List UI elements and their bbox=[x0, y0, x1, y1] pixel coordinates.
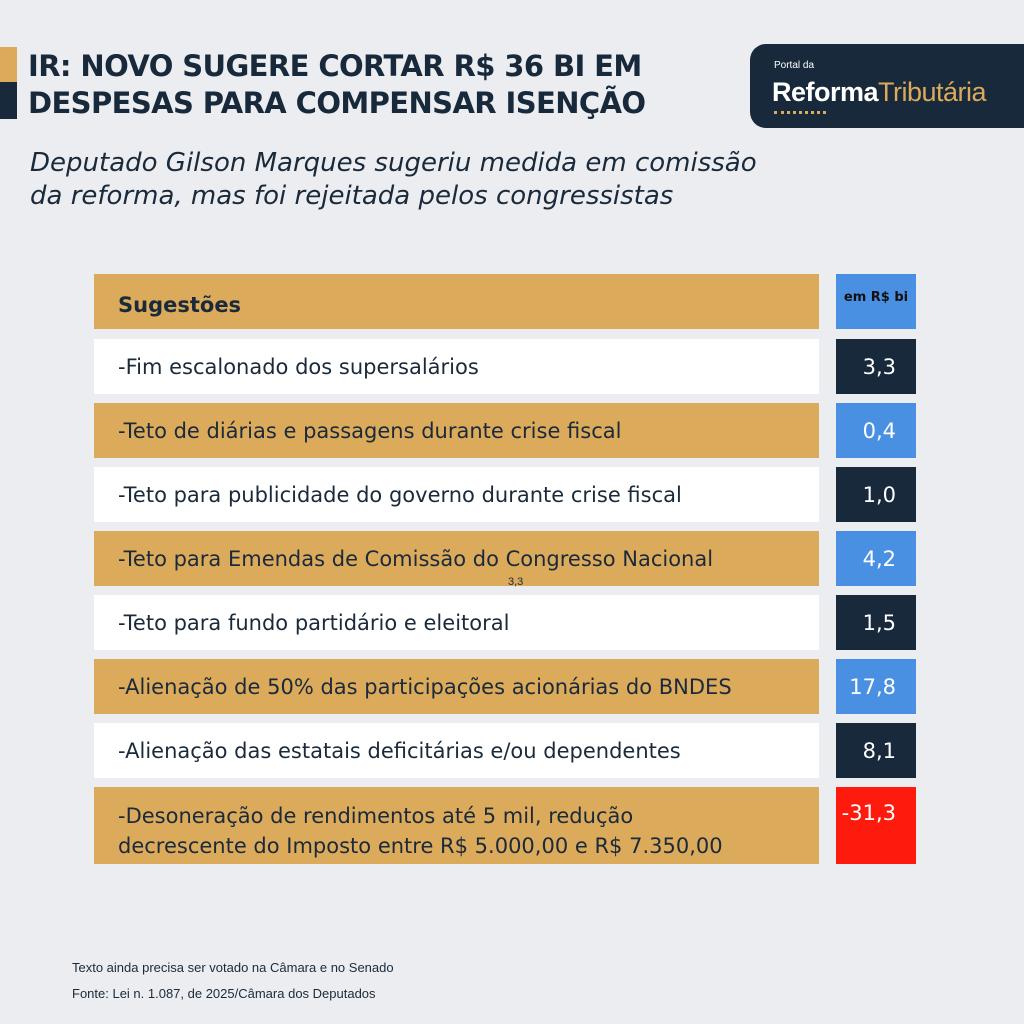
page-subtitle: Deputado Gilson Marques sugeriu medida e… bbox=[30, 147, 890, 213]
table-row-label: -Alienação de 50% das participações acio… bbox=[94, 659, 819, 714]
stray-data-label: 3,3 bbox=[508, 576, 524, 588]
table-row-value: 3,3 bbox=[836, 339, 916, 394]
table-row-label-line: decrescente do Imposto entre R$ 5.000,00… bbox=[118, 834, 723, 858]
logo-small-text: Portal da bbox=[774, 60, 815, 71]
logo-light-text: Tributária bbox=[878, 77, 987, 107]
table-row-value: 1,5 bbox=[836, 595, 916, 650]
table-row-value: 0,4 bbox=[836, 403, 916, 458]
accent-bar-navy bbox=[0, 82, 17, 119]
source-note: Fonte: Lei n. 1.087, de 2025/Câmara dos … bbox=[72, 986, 376, 1001]
logo-main-text: ReformaTributária bbox=[772, 77, 987, 108]
logo-bold-text: Reforma bbox=[772, 77, 879, 107]
table-row-value: -31,3 bbox=[836, 787, 916, 864]
table-row-label: -Desoneração de rendimentos até 5 mil, r… bbox=[94, 787, 819, 864]
logo-dots bbox=[774, 111, 826, 114]
subtitle-line-1: Deputado Gilson Marques sugeriu medida e… bbox=[30, 148, 757, 178]
column-header-value: em R$ bi bbox=[836, 274, 916, 329]
table-row-label: -Teto para Emendas de Comissão do Congre… bbox=[94, 531, 819, 586]
table-row-label: -Teto de diárias e passagens durante cri… bbox=[94, 403, 819, 458]
table-row-value: 8,1 bbox=[836, 723, 916, 778]
table-row-value: 17,8 bbox=[836, 659, 916, 714]
table-row-label: -Alienação das estatais deficitárias e/o… bbox=[94, 723, 819, 778]
table-row-label: -Fim escalonado dos supersalários bbox=[94, 339, 819, 394]
title-line-2: DESPESAS PARA COMPENSAR ISENÇÃO bbox=[28, 86, 646, 120]
subtitle-line-2: da reforma, mas foi rejeitada pelos cong… bbox=[30, 181, 674, 211]
table-row-label: -Teto para fundo partidário e eleitoral bbox=[94, 595, 819, 650]
portal-logo: Portal da ReformaTributária bbox=[750, 44, 1024, 128]
table-row-value: 1,0 bbox=[836, 467, 916, 522]
table-row-label: -Teto para publicidade do governo durant… bbox=[94, 467, 819, 522]
column-header-sugestoes: Sugestões bbox=[94, 274, 819, 329]
accent-bar-gold bbox=[0, 47, 17, 82]
table-row-label-line: -Desoneração de rendimentos até 5 mil, r… bbox=[118, 804, 634, 828]
footnote: Texto ainda precisa ser votado na Câmara… bbox=[72, 960, 394, 975]
table-row-value: 4,2 bbox=[836, 531, 916, 586]
title-line-1: IR: NOVO SUGERE CORTAR R$ 36 BI EM bbox=[28, 49, 642, 83]
page-title: IR: NOVO SUGERE CORTAR R$ 36 BI EM DESPE… bbox=[28, 48, 728, 122]
